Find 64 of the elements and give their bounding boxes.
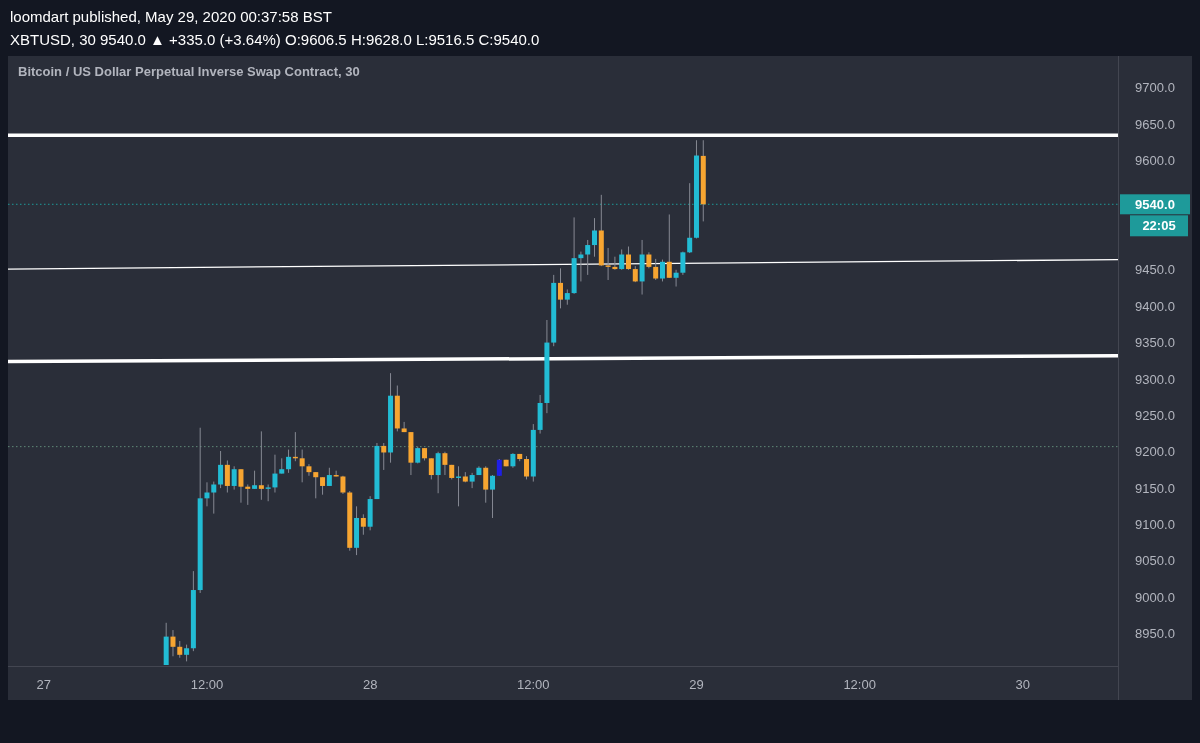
- y-tick-label: 9200.0: [1135, 444, 1175, 460]
- candlestick: [252, 470, 258, 490]
- x-tick-label: 12:00: [843, 676, 876, 692]
- candlestick: [381, 442, 387, 471]
- candlestick: [170, 629, 176, 657]
- y-tick-label: 9600.0: [1135, 153, 1175, 169]
- candlestick: [592, 217, 597, 258]
- candlestick: [666, 213, 672, 279]
- candlestick: [490, 474, 496, 519]
- candlestick: [659, 259, 665, 282]
- candlestick: [585, 239, 591, 276]
- candlestick: [218, 450, 224, 489]
- candlestick: [326, 467, 332, 487]
- candlestick: [524, 455, 530, 480]
- candlestick: [299, 449, 305, 483]
- candlestick: [306, 463, 312, 477]
- candlestick: [401, 421, 407, 433]
- y-tick-label: 9400.0: [1135, 298, 1175, 314]
- candlestick: [211, 481, 217, 515]
- x-tick-label: 29: [689, 676, 704, 692]
- text: loomdart published, May 29, 2020 00:37:58 BST: [10, 8, 332, 25]
- candlestick: [456, 465, 462, 507]
- x-tick-label: 12:00: [190, 676, 224, 692]
- y-tick-label: 9150.0: [1135, 480, 1175, 496]
- candlestick: [619, 248, 625, 271]
- candlestick: [442, 451, 448, 476]
- candlestick: [360, 513, 366, 536]
- y-tick-label: 9100.0: [1135, 517, 1175, 533]
- candlestick: [272, 454, 278, 494]
- y-tick-label: 9350.0: [1135, 335, 1175, 351]
- candlestick: [673, 269, 679, 288]
- y-tick-label: 9300.0: [1135, 371, 1175, 387]
- y-tick-label: 9000.0: [1135, 589, 1175, 605]
- text: Bitcoin / US Dollar Perpetual Inverse Swap Contract, 30: [18, 64, 360, 79]
- candlestick: [435, 451, 441, 494]
- x-tick-label: 12:00: [517, 676, 550, 692]
- y-tick-label: 9650.0: [1135, 116, 1175, 132]
- candlestick: [687, 182, 693, 254]
- candlestick: [483, 465, 489, 504]
- candlestick: [605, 247, 611, 281]
- candlestick: [286, 449, 292, 474]
- candlestick: [653, 258, 659, 281]
- candlestick: [238, 468, 244, 504]
- candlestick: [245, 484, 251, 506]
- chart-subtitle: XBTUSD, 30 9540.0 ▲ +335.0 (+3.64%) O:9606.5 H:9628.0 L:9516.5 C:9540.0: [10, 31, 540, 48]
- ref-line-label: 9540.0: [1135, 196, 1175, 212]
- y-tick-label: 8950.0: [1135, 626, 1175, 642]
- y-tick-label: 9450.0: [1135, 262, 1175, 278]
- x-tick-label: 27: [36, 676, 52, 692]
- y-tick-label: 9700.0: [1135, 80, 1175, 96]
- x-tick-label: 28: [362, 676, 378, 692]
- candlestick: [428, 457, 434, 480]
- text: 22:05: [1142, 217, 1176, 233]
- candlestick: [625, 246, 631, 271]
- candlestick: [469, 472, 475, 489]
- candlestick: [224, 459, 230, 494]
- candlestick: [313, 471, 319, 499]
- y-tick-label: 9050.0: [1135, 553, 1175, 569]
- candlestick: [258, 430, 264, 501]
- x-tick-label: 30: [1015, 676, 1031, 692]
- candlestick: [558, 267, 564, 309]
- candlestick: [612, 256, 618, 271]
- y-tick-label: 9250.0: [1135, 407, 1175, 423]
- candlestick: [231, 465, 237, 491]
